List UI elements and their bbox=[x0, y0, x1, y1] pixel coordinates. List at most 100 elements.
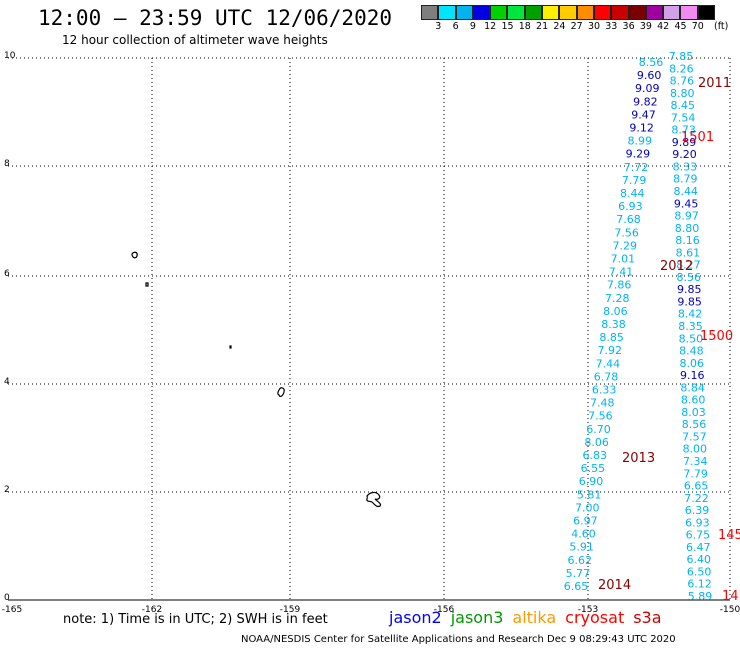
map-grid: -165 -162 -159 -156 -153 -150 0 2 4 6 8 10 bbox=[2, 51, 740, 615]
wave-height-value: 6.97 bbox=[573, 515, 598, 528]
wave-height-value: 8.84 bbox=[680, 381, 705, 394]
colorbar-swatch bbox=[455, 5, 473, 20]
colorbar-tick-label: 45 bbox=[674, 21, 687, 32]
wave-height-value: 7.56 bbox=[614, 226, 639, 239]
wave-height-value: 6.12 bbox=[687, 578, 712, 591]
pass-id-label: 14 bbox=[722, 589, 739, 604]
pass-id-label: 2012 bbox=[660, 259, 693, 274]
island-outline bbox=[277, 387, 285, 398]
colorbar-swatch bbox=[472, 5, 491, 20]
legend-satellite-altika: altika bbox=[512, 608, 557, 627]
wave-height-value: 9.45 bbox=[674, 197, 699, 210]
wave-height-value: 8.00 bbox=[683, 443, 708, 456]
island-outline bbox=[366, 491, 382, 508]
wave-height-value: 8.45 bbox=[670, 99, 695, 112]
wave-height-value: 8.85 bbox=[599, 331, 624, 344]
wave-height-value: 8.76 bbox=[670, 75, 695, 88]
wave-height-value: 8.03 bbox=[681, 406, 706, 419]
colorbar-unit: (ft) bbox=[714, 21, 729, 32]
wave-height-value: 6.47 bbox=[686, 541, 711, 554]
wave-height-value: 7.56 bbox=[588, 410, 613, 423]
latitude-label: 10 bbox=[4, 51, 16, 61]
colorbar-tick-label: 30 bbox=[587, 21, 601, 32]
longitude-label: -150 bbox=[720, 605, 740, 615]
wave-height-value: 7.68 bbox=[616, 213, 641, 226]
legend-satellite-s3a: s3a bbox=[633, 608, 662, 627]
latitude-label: 8 bbox=[4, 159, 10, 169]
colorbar-swatch bbox=[680, 5, 698, 20]
wave-height-value: 8.56 bbox=[682, 418, 707, 431]
wave-height-value: 7.28 bbox=[605, 292, 630, 305]
wave-height-value: 7.00 bbox=[575, 501, 600, 514]
pass-id-label: 145 bbox=[718, 528, 740, 543]
credit-line: NOAA/NESDIS Center for Satellite Applica… bbox=[241, 634, 676, 645]
wave-height-value: 8.06 bbox=[584, 436, 609, 449]
wave-height-value: 7.29 bbox=[613, 239, 638, 252]
wave-height-value: 8.80 bbox=[675, 222, 700, 235]
island-outline bbox=[131, 251, 138, 259]
colorbar-labels: 3 6 9 12 15 18 21 24 27 30 33 36 39 42 45 70 bbox=[421, 21, 740, 33]
colorbar-tick-label: 36 bbox=[622, 21, 635, 32]
track-b-observations: 7.858.268.768.808.457.548.739.899.208.33… bbox=[669, 50, 713, 603]
wave-height-value: 6.62 bbox=[568, 554, 593, 567]
wave-height-value: 7.01 bbox=[611, 253, 636, 266]
wave-height-value: 7.72 bbox=[624, 161, 649, 174]
wave-height-value: 7.34 bbox=[683, 455, 708, 468]
pass-id-label: 1501 bbox=[681, 130, 714, 145]
latitude-label: 2 bbox=[4, 485, 10, 495]
wave-height-value: 8.56 bbox=[639, 56, 664, 69]
island-outline bbox=[145, 282, 149, 287]
colorbar-tick-label: 18 bbox=[518, 21, 531, 32]
colorbar-tick-label: 9 bbox=[469, 21, 476, 32]
wave-height-value: 8.44 bbox=[620, 187, 645, 200]
wave-height-value: 9.20 bbox=[672, 148, 697, 161]
wave-height-value: 6.50 bbox=[687, 565, 712, 578]
wave-height-value: 9.89 bbox=[672, 136, 697, 149]
pass-id-label: 1500 bbox=[700, 329, 733, 344]
pass-id-label: 2011 bbox=[698, 76, 731, 91]
wave-height-value: 9.85 bbox=[677, 283, 702, 296]
wave-height-value: 7.79 bbox=[622, 174, 647, 187]
colorbar-swatch bbox=[490, 5, 508, 20]
latitude-label: 0 bbox=[4, 593, 10, 603]
satellite-legend: jason2 jason3 altika cryosat s3a bbox=[389, 608, 671, 627]
colorbar-swatch bbox=[576, 5, 594, 20]
latitude-label: 6 bbox=[4, 269, 10, 279]
wave-height-value: 9.12 bbox=[629, 122, 654, 135]
colorbar-tick-label: 33 bbox=[605, 21, 618, 32]
wave-height-value: 8.26 bbox=[669, 62, 694, 75]
wave-height-value: 6.39 bbox=[685, 504, 710, 517]
pass-id-label: 2013 bbox=[622, 451, 655, 466]
wave-height-value: 5.91 bbox=[569, 541, 594, 554]
colorbar-tick-label: 39 bbox=[639, 21, 652, 32]
island-outline bbox=[229, 345, 232, 349]
longitude-label: -162 bbox=[142, 605, 162, 615]
wave-height-value: 9.60 bbox=[637, 69, 662, 82]
wave-height-value: 7.41 bbox=[609, 266, 634, 279]
colorbar-tick-label: 6 bbox=[452, 21, 459, 32]
longitude-label: -156 bbox=[434, 605, 455, 615]
swh-colorbar bbox=[421, 5, 716, 20]
wave-height-value: 9.47 bbox=[631, 108, 656, 121]
wave-height-value: 7.44 bbox=[596, 357, 621, 370]
wave-height-value: 9.82 bbox=[633, 95, 658, 108]
wave-height-value: 6.83 bbox=[583, 449, 608, 462]
wave-height-value: 8.27 bbox=[676, 259, 701, 272]
wave-height-value: 8.79 bbox=[673, 173, 698, 186]
wave-height-value: 7.85 bbox=[669, 50, 694, 63]
track-a-observations: 8.569.609.099.829.479.128.999.297.727.79… bbox=[564, 56, 664, 593]
wave-height-value: 8.80 bbox=[670, 87, 695, 100]
wave-height-value: 6.40 bbox=[686, 553, 711, 566]
colorbar-tick-label: 27 bbox=[570, 21, 583, 32]
colorbar-swatch bbox=[593, 5, 612, 20]
wave-height-value: 9.16 bbox=[680, 369, 705, 382]
wave-height-value: 8.48 bbox=[679, 345, 704, 358]
wave-height-value: 7.92 bbox=[598, 344, 623, 357]
colorbar-tick-label: 21 bbox=[536, 21, 549, 32]
colorbar-swatch bbox=[524, 5, 543, 20]
latitude-label: 4 bbox=[4, 377, 10, 387]
colorbar-swatch bbox=[438, 5, 456, 20]
wave-height-value: 6.93 bbox=[685, 516, 710, 529]
colorbar-swatch bbox=[663, 5, 681, 20]
longitude-label: -165 bbox=[2, 605, 22, 615]
